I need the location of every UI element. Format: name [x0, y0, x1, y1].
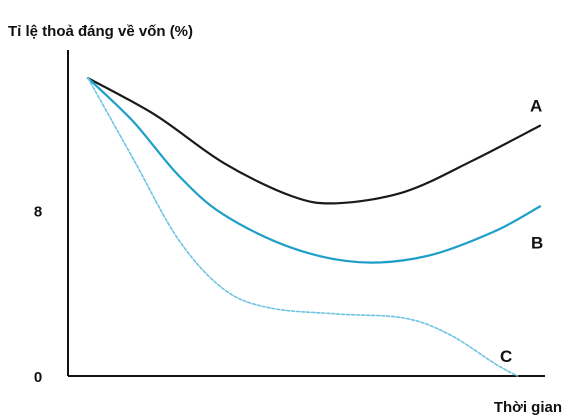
x-axis-title: Thời gian	[494, 399, 562, 416]
series-labels-layer: A B C	[500, 97, 543, 366]
series-label-c: C	[500, 347, 512, 366]
y-tick-label-8: 8	[34, 204, 42, 221]
y-ticks-layer: 08	[34, 204, 42, 387]
series-label-b: B	[531, 233, 543, 252]
y-tick-label-0: 0	[34, 369, 42, 386]
series-line-b	[86, 77, 542, 264]
y-axis-title: Tỉ lệ thoả đáng về vốn (%)	[8, 23, 193, 40]
series-line-c	[87, 77, 519, 377]
axes-layer	[67, 50, 545, 377]
series-line-a	[86, 77, 542, 205]
series-layer	[86, 77, 542, 377]
series-label-a: A	[530, 97, 542, 116]
